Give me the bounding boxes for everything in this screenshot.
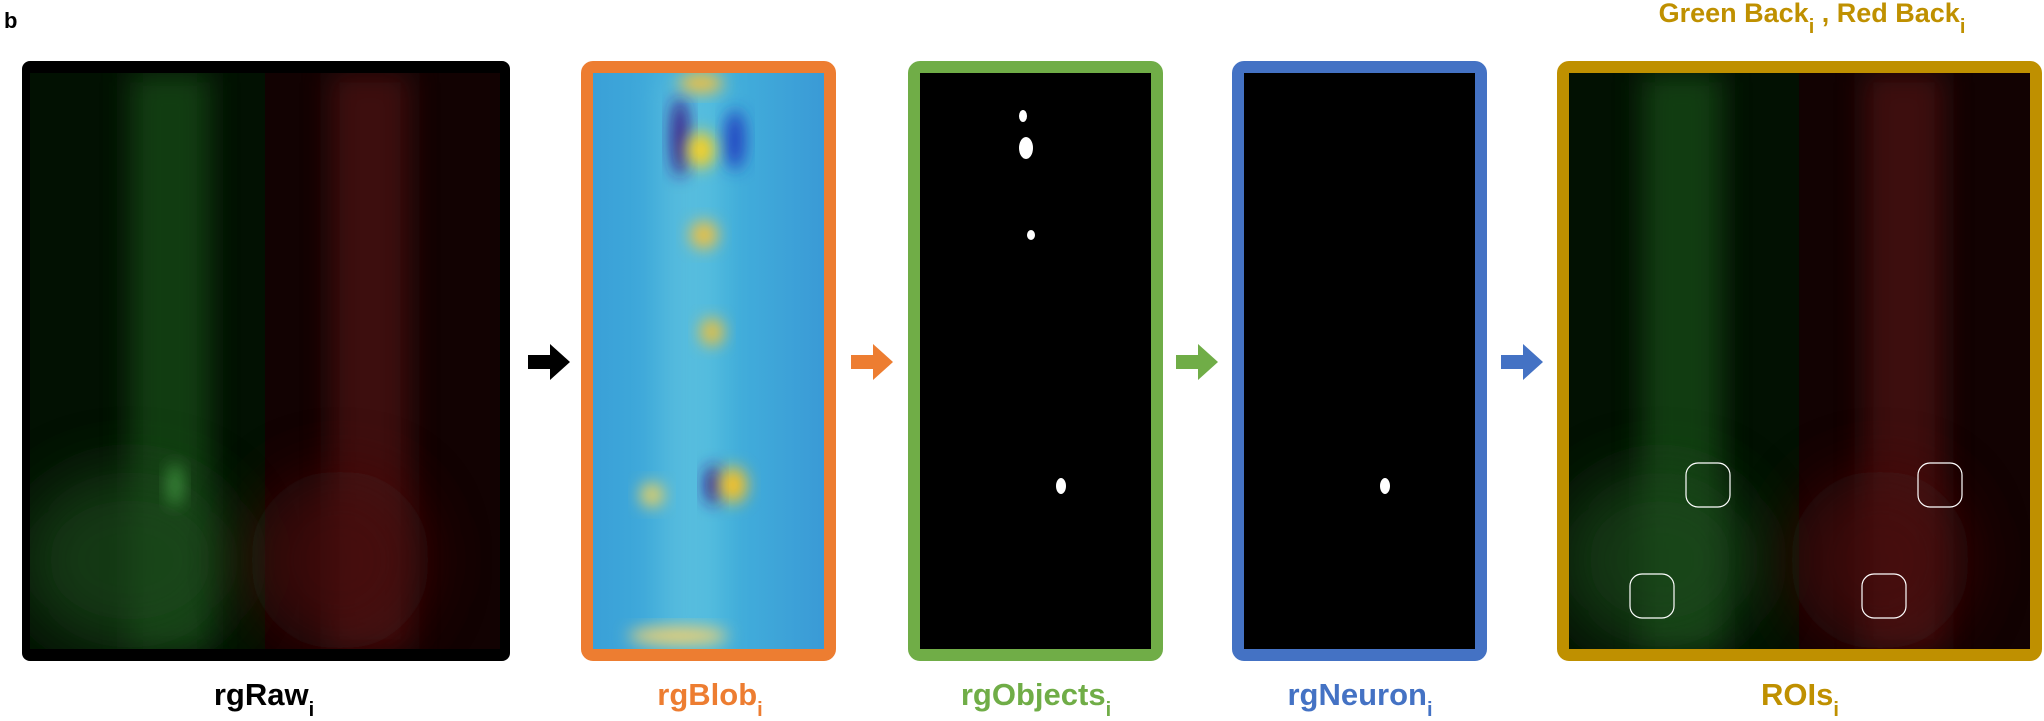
object-blob xyxy=(1027,230,1035,240)
stage-sub: i xyxy=(1106,699,1112,721)
stage-name: rgRaw xyxy=(214,677,310,712)
figure: b Green Backi , Red Backi xyxy=(0,0,2044,721)
object-blob xyxy=(1019,137,1033,159)
stage-label: rgNeuroni xyxy=(1287,677,1432,721)
objects-frame xyxy=(914,67,1157,655)
arrow xyxy=(851,344,893,380)
stage-name: rgBlob xyxy=(657,677,757,712)
top-text-1: Green Back xyxy=(1659,0,1810,28)
stage-sub: i xyxy=(1427,699,1433,721)
stage-sub: i xyxy=(1833,699,1839,721)
top-label: Green Backi , Red Backi xyxy=(1659,0,1966,38)
top-sub-2: i xyxy=(1960,16,1966,38)
stage-sub: i xyxy=(757,699,763,721)
stage-label: rgObjectsi xyxy=(961,677,1111,721)
raw-image xyxy=(20,73,500,650)
stage-label: rgRawi xyxy=(214,677,314,721)
panel-label: b xyxy=(4,8,17,33)
stage-name: rgObjects xyxy=(961,677,1106,712)
top-text-2: , Red Back xyxy=(1814,0,1961,28)
object-blob xyxy=(1019,110,1027,122)
stage-label: rgBlobi xyxy=(657,677,762,721)
neuron-frame xyxy=(1238,67,1481,655)
arrow xyxy=(1501,344,1543,380)
blob-image xyxy=(593,73,824,649)
neuron-blob xyxy=(1380,478,1390,494)
stage-sub: i xyxy=(309,699,315,721)
page: {"panel_label": "b", "top_label": {"text… xyxy=(0,0,2044,721)
rois-image xyxy=(1560,73,2030,650)
stage-name: rgNeuron xyxy=(1287,677,1427,712)
stage-label: ROIsi xyxy=(1761,677,1839,721)
object-blob xyxy=(1056,478,1066,494)
stage-name: ROIs xyxy=(1761,677,1833,712)
arrow xyxy=(1176,344,1218,380)
arrow xyxy=(528,344,570,380)
